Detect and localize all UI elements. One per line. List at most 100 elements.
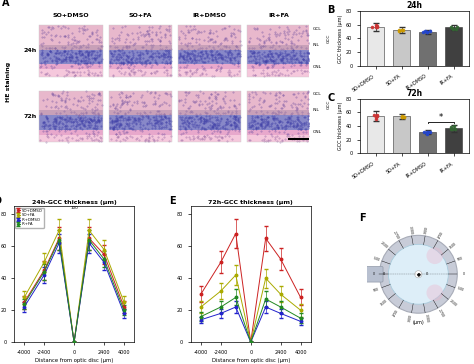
Point <box>395 28 403 33</box>
Point <box>92 126 100 131</box>
Point <box>61 128 69 134</box>
Point <box>236 53 244 59</box>
Point <box>157 54 165 59</box>
Point <box>369 24 376 29</box>
Point <box>181 49 189 55</box>
Point <box>76 124 83 130</box>
Point <box>255 61 263 67</box>
Point <box>292 124 300 130</box>
Point <box>190 55 198 61</box>
Point <box>204 124 211 130</box>
Point <box>88 29 95 35</box>
Point <box>184 51 191 57</box>
Point <box>214 137 221 143</box>
Point <box>80 121 87 127</box>
Point <box>211 114 219 120</box>
Point <box>226 72 233 78</box>
Point <box>196 88 203 94</box>
Point <box>82 49 89 55</box>
Point <box>109 102 117 108</box>
Point <box>69 119 77 125</box>
Point <box>266 56 273 62</box>
Point <box>45 123 52 128</box>
Point <box>82 60 90 66</box>
Point <box>70 34 78 40</box>
Point <box>51 123 58 129</box>
Point <box>152 100 159 106</box>
Point <box>75 112 83 118</box>
Point <box>264 35 272 41</box>
Point <box>252 118 259 124</box>
Point <box>262 58 269 64</box>
Point <box>281 111 288 117</box>
Point <box>217 41 224 47</box>
Point <box>50 118 57 123</box>
Point <box>118 114 126 119</box>
Point <box>87 135 95 141</box>
Point <box>424 130 431 135</box>
Point <box>78 120 86 126</box>
Point <box>270 115 277 121</box>
Point <box>132 120 139 126</box>
Point <box>289 31 297 37</box>
Point <box>162 114 169 120</box>
Point <box>81 58 89 63</box>
Point <box>95 112 103 118</box>
Point <box>109 53 117 59</box>
Point <box>292 56 300 62</box>
Point <box>51 46 59 51</box>
Point <box>274 124 282 130</box>
Point <box>255 62 263 68</box>
Point <box>423 29 431 35</box>
Point <box>252 56 259 62</box>
Point <box>162 44 169 50</box>
Point <box>303 54 311 59</box>
Point <box>56 115 64 121</box>
Point <box>247 128 255 134</box>
Point <box>145 138 153 143</box>
Point <box>228 40 236 46</box>
Point <box>267 51 274 57</box>
Point <box>157 52 164 58</box>
Point <box>305 120 312 126</box>
Point <box>152 111 160 117</box>
Point <box>182 64 190 70</box>
Point <box>119 136 127 142</box>
Point <box>224 119 232 124</box>
Point <box>41 61 49 67</box>
Point <box>88 118 96 124</box>
Point <box>75 38 83 44</box>
Point <box>232 105 240 111</box>
Point <box>95 53 103 59</box>
Point <box>288 132 295 138</box>
Point <box>44 134 52 139</box>
Point <box>207 106 214 111</box>
Point <box>447 126 455 132</box>
Point <box>62 122 69 128</box>
Point <box>181 115 189 121</box>
Point <box>114 117 121 123</box>
Point <box>278 58 285 63</box>
Point <box>259 71 266 76</box>
Point <box>121 123 128 129</box>
Point <box>129 70 137 75</box>
Point <box>39 27 46 33</box>
Point <box>246 35 254 41</box>
Point <box>213 66 220 71</box>
Point <box>61 99 69 105</box>
Point <box>116 52 124 58</box>
Point <box>261 58 269 64</box>
Point <box>145 27 153 33</box>
Point <box>84 50 91 55</box>
Point <box>257 123 265 128</box>
Point <box>48 46 56 51</box>
Point <box>130 115 138 121</box>
Point <box>186 73 193 79</box>
Point <box>117 29 125 35</box>
Point <box>106 48 114 54</box>
Point <box>124 60 132 66</box>
Bar <box>247 25 311 45</box>
Point <box>297 126 305 132</box>
Point <box>283 122 290 127</box>
Point <box>228 58 235 63</box>
